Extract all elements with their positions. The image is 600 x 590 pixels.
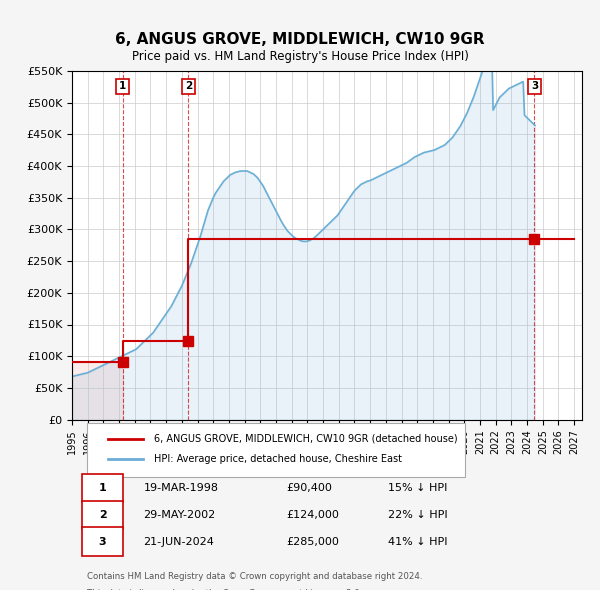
- Text: 15% ↓ HPI: 15% ↓ HPI: [388, 483, 448, 493]
- Text: Price paid vs. HM Land Registry's House Price Index (HPI): Price paid vs. HM Land Registry's House …: [131, 50, 469, 63]
- FancyBboxPatch shape: [82, 527, 123, 556]
- Text: HPI: Average price, detached house, Cheshire East: HPI: Average price, detached house, Ches…: [154, 454, 401, 464]
- Text: £285,000: £285,000: [286, 537, 339, 547]
- Text: 3: 3: [531, 81, 538, 91]
- Text: £90,400: £90,400: [286, 483, 332, 493]
- Text: £124,000: £124,000: [286, 510, 339, 520]
- Text: 21-JUN-2024: 21-JUN-2024: [143, 537, 214, 547]
- Text: This data is licensed under the Open Government Licence v3.0.: This data is licensed under the Open Gov…: [88, 589, 362, 590]
- Text: 2: 2: [99, 510, 106, 520]
- Text: 3: 3: [99, 537, 106, 547]
- FancyBboxPatch shape: [82, 500, 123, 529]
- Text: 1: 1: [119, 81, 126, 91]
- Text: 41% ↓ HPI: 41% ↓ HPI: [388, 537, 448, 547]
- Text: 29-MAY-2002: 29-MAY-2002: [143, 510, 215, 520]
- Text: 22% ↓ HPI: 22% ↓ HPI: [388, 510, 448, 520]
- Text: 6, ANGUS GROVE, MIDDLEWICH, CW10 9GR: 6, ANGUS GROVE, MIDDLEWICH, CW10 9GR: [115, 32, 485, 47]
- Text: Contains HM Land Registry data © Crown copyright and database right 2024.: Contains HM Land Registry data © Crown c…: [88, 572, 423, 581]
- Text: 1: 1: [99, 483, 106, 493]
- Text: 19-MAR-1998: 19-MAR-1998: [143, 483, 218, 493]
- Text: 6, ANGUS GROVE, MIDDLEWICH, CW10 9GR (detached house): 6, ANGUS GROVE, MIDDLEWICH, CW10 9GR (de…: [154, 434, 457, 444]
- FancyBboxPatch shape: [88, 423, 465, 477]
- FancyBboxPatch shape: [82, 474, 123, 502]
- Text: 2: 2: [185, 81, 192, 91]
